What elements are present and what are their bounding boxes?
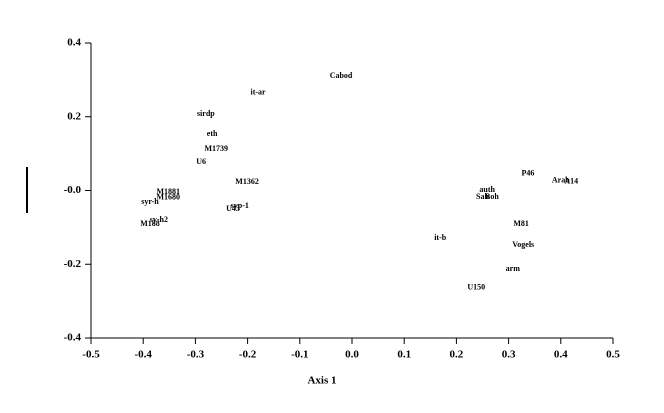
point-label: M188 [140,219,160,228]
x-tick-label: -0.4 [134,349,152,361]
point-label: eth [207,129,218,138]
point-label: U150 [467,283,485,292]
x-axis-label: Axis 1 [307,375,336,387]
point-label: syp-1 [231,201,249,210]
point-label: sy-h2 [150,215,168,224]
point-label: M1739 [204,144,228,153]
point-label: syr-h [141,197,159,206]
point-label: M1362 [235,177,259,186]
x-tick-label: -0.1 [291,349,308,361]
point-label: Vogels [512,240,534,249]
point-label: it-b [434,233,447,242]
x-tick-label: 0.2 [450,349,464,361]
x-tick-label: 0.4 [554,349,568,361]
point-label: Cabod [330,71,353,80]
y-tick-label: 0.2 [67,110,81,122]
point-label: auth [479,185,495,194]
y-tick-label: 0.4 [67,37,81,49]
x-tick-label: 0.0 [345,349,359,361]
point-label: Boh [485,192,499,201]
x-tick-label: -0.5 [82,349,100,361]
point-label: U43 [226,204,240,213]
point-label: it-ar [250,88,266,97]
point-label: M1680 [156,193,180,202]
y-tick-label: -0.2 [64,258,82,270]
x-tick-label: 0.3 [502,349,516,361]
point-label: Sah [476,192,489,201]
point-label: sirdp [197,109,215,118]
point-label: M81 [513,219,529,228]
point-label: P46 [521,169,534,178]
x-tick-label: -0.3 [187,349,205,361]
x-tick-label: 0.5 [606,349,620,361]
x-tick-label: -0.2 [239,349,257,361]
point-label: Arab [552,176,570,185]
point-label: M1881 [156,187,180,196]
point-label: U6 [196,157,206,166]
point-label: arm [506,264,521,273]
y-tick-label: -0.0 [64,184,82,196]
x-tick-label: 0.1 [397,349,411,361]
point-label: A14 [564,176,578,185]
y-tick-label: -0.4 [64,332,82,344]
